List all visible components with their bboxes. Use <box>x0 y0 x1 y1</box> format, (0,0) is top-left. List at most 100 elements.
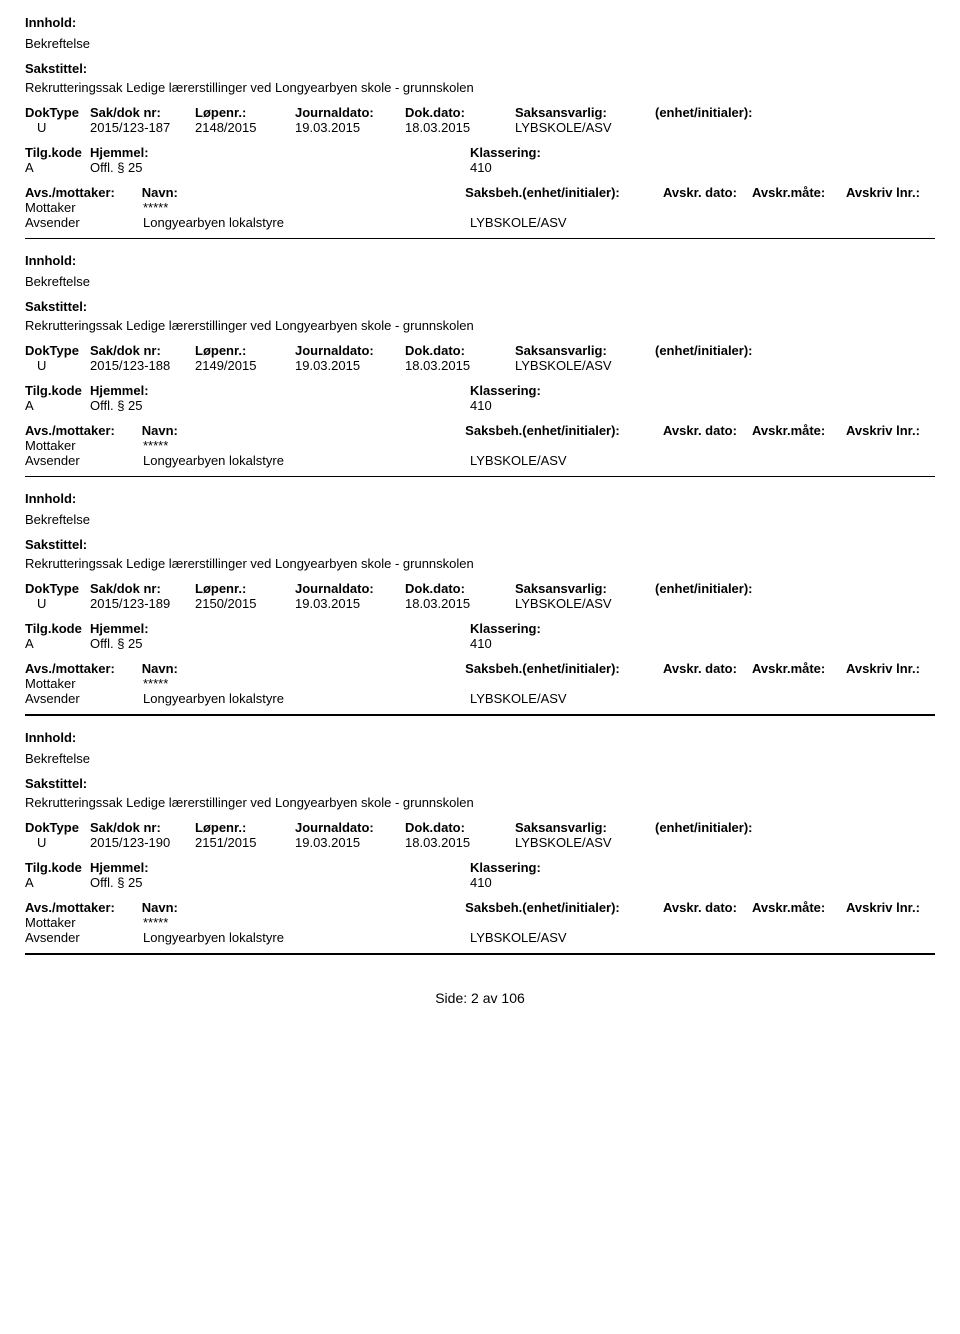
saksbeh-value: LYBSKOLE/ASV <box>470 691 670 706</box>
lopenr-label: Løpenr.: <box>195 105 295 120</box>
mottaker-navn: ***** <box>143 200 470 215</box>
journal-record: Innhold: Bekreftelse Sakstittel: Rekrutt… <box>25 730 935 945</box>
klassering-label: Klassering: <box>470 621 670 636</box>
avsmottaker-label: Avs./mottaker: <box>25 661 142 676</box>
navn-label: Navn: <box>142 423 465 438</box>
sakstittel-value: Rekrutteringssak Ledige lærerstillinger … <box>25 80 935 95</box>
avskrmate-label: Avskr.måte: <box>752 423 846 438</box>
doc-header-row: DokType Sak/dok nr: Løpenr.: Journaldato… <box>25 581 935 596</box>
journal-record: Innhold: Bekreftelse Sakstittel: Rekrutt… <box>25 253 935 468</box>
doc-value-row: U 2015/123-188 2149/2015 19.03.2015 18.0… <box>25 358 935 373</box>
innhold-value: Bekreftelse <box>25 751 935 766</box>
journaldato-value: 19.03.2015 <box>295 835 405 850</box>
sakdoknr-value: 2015/123-188 <box>90 358 195 373</box>
mottaker-label: Mottaker <box>25 676 143 691</box>
saksbeh-label: Saksbeh.(enhet/initialer): <box>465 661 663 676</box>
avsender-label: Avsender <box>25 215 143 230</box>
avskrmate-label: Avskr.måte: <box>752 900 846 915</box>
sakstittel-label: Sakstittel: <box>25 537 935 552</box>
side-label: Side: <box>435 990 467 1006</box>
record-separator <box>25 238 935 239</box>
journaldato-label: Journaldato: <box>295 820 405 835</box>
tilg-value-row: A Offl. § 25 410 <box>25 875 935 890</box>
doktype-label: DokType <box>25 581 90 596</box>
avsender-navn: Longyearbyen lokalstyre <box>143 215 470 230</box>
avskrdato-label: Avskr. dato: <box>663 423 752 438</box>
hjemmel-label: Hjemmel: <box>90 145 470 160</box>
mottaker-navn: ***** <box>143 676 470 691</box>
avs-header-row: Avs./mottaker: Navn: Saksbeh.(enhet/init… <box>25 661 935 676</box>
klassering-value: 410 <box>470 160 670 175</box>
innhold-value: Bekreftelse <box>25 36 935 51</box>
innhold-label: Innhold: <box>25 15 935 30</box>
saksansvarlig-label: Saksansvarlig: <box>515 343 655 358</box>
doktype-value: U <box>25 596 90 611</box>
avsender-label: Avsender <box>25 453 143 468</box>
avsmottaker-label: Avs./mottaker: <box>25 423 142 438</box>
avs-header-row: Avs./mottaker: Navn: Saksbeh.(enhet/init… <box>25 900 935 915</box>
tilgkode-value: A <box>25 875 90 890</box>
avskrdato-label: Avskr. dato: <box>663 900 752 915</box>
tilgkode-label: Tilg.kode <box>25 383 90 398</box>
sakdoknr-value: 2015/123-189 <box>90 596 195 611</box>
record-separator <box>25 714 935 716</box>
dokdato-value: 18.03.2015 <box>405 120 515 135</box>
doktype-value: U <box>25 120 90 135</box>
tilgkode-value: A <box>25 636 90 651</box>
page-av: av <box>483 990 498 1006</box>
mottaker-row: Mottaker ***** <box>25 200 935 215</box>
sakstittel-value: Rekrutteringssak Ledige lærerstillinger … <box>25 556 935 571</box>
tilg-value-row: A Offl. § 25 410 <box>25 398 935 413</box>
avskrivlnr-label: Avskriv lnr.: <box>846 661 935 676</box>
sakdoknr-value: 2015/123-187 <box>90 120 195 135</box>
avsmottaker-label: Avs./mottaker: <box>25 900 142 915</box>
sakdoknr-label: Sak/dok nr: <box>90 820 195 835</box>
page-current: 2 <box>471 990 479 1006</box>
doc-value-row: U 2015/123-189 2150/2015 19.03.2015 18.0… <box>25 596 935 611</box>
navn-label: Navn: <box>142 900 465 915</box>
lopenr-value: 2148/2015 <box>195 120 295 135</box>
tilgkode-label: Tilg.kode <box>25 145 90 160</box>
tilg-header-row: Tilg.kode Hjemmel: Klassering: <box>25 145 935 160</box>
sakstittel-value: Rekrutteringssak Ledige lærerstillinger … <box>25 318 935 333</box>
sakstittel-label: Sakstittel: <box>25 776 935 791</box>
journaldato-label: Journaldato: <box>295 105 405 120</box>
enhet-label: (enhet/initialer): <box>655 820 795 835</box>
dokdato-value: 18.03.2015 <box>405 835 515 850</box>
sakdoknr-label: Sak/dok nr: <box>90 105 195 120</box>
avsender-row: Avsender Longyearbyen lokalstyre LYBSKOL… <box>25 691 935 706</box>
doc-header-row: DokType Sak/dok nr: Løpenr.: Journaldato… <box>25 820 935 835</box>
avskrmate-label: Avskr.måte: <box>752 185 846 200</box>
tilg-header-row: Tilg.kode Hjemmel: Klassering: <box>25 383 935 398</box>
saksbeh-label: Saksbeh.(enhet/initialer): <box>465 423 663 438</box>
hjemmel-value: Offl. § 25 <box>90 636 470 651</box>
lopenr-label: Løpenr.: <box>195 581 295 596</box>
mottaker-row: Mottaker ***** <box>25 915 935 930</box>
hjemmel-label: Hjemmel: <box>90 383 470 398</box>
page-total: 106 <box>501 990 524 1006</box>
dokdato-value: 18.03.2015 <box>405 358 515 373</box>
doc-value-row: U 2015/123-187 2148/2015 19.03.2015 18.0… <box>25 120 935 135</box>
avskrivlnr-label: Avskriv lnr.: <box>846 185 935 200</box>
tilgkode-value: A <box>25 160 90 175</box>
tilgkode-label: Tilg.kode <box>25 621 90 636</box>
dokdato-value: 18.03.2015 <box>405 596 515 611</box>
mottaker-navn: ***** <box>143 438 470 453</box>
enhet-label: (enhet/initialer): <box>655 581 795 596</box>
lopenr-label: Løpenr.: <box>195 343 295 358</box>
doktype-label: DokType <box>25 105 90 120</box>
avsender-row: Avsender Longyearbyen lokalstyre LYBSKOL… <box>25 930 935 945</box>
journal-record: Innhold: Bekreftelse Sakstittel: Rekrutt… <box>25 15 935 230</box>
lopenr-label: Løpenr.: <box>195 820 295 835</box>
klassering-label: Klassering: <box>470 383 670 398</box>
saksansvarlig-label: Saksansvarlig: <box>515 105 655 120</box>
page-footer: Side: 2 av 106 <box>25 990 935 1006</box>
tilgkode-value: A <box>25 398 90 413</box>
avskrivlnr-label: Avskriv lnr.: <box>846 423 935 438</box>
avsender-navn: Longyearbyen lokalstyre <box>143 691 470 706</box>
hjemmel-label: Hjemmel: <box>90 621 470 636</box>
hjemmel-label: Hjemmel: <box>90 860 470 875</box>
doc-header-row: DokType Sak/dok nr: Løpenr.: Journaldato… <box>25 343 935 358</box>
saksbeh-label: Saksbeh.(enhet/initialer): <box>465 185 663 200</box>
klassering-value: 410 <box>470 636 670 651</box>
